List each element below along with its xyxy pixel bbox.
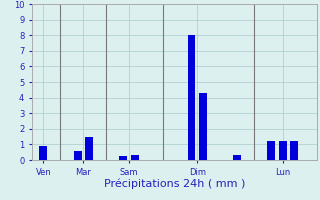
Bar: [199, 93, 207, 160]
Bar: [279, 141, 287, 160]
Bar: [233, 155, 241, 160]
Bar: [119, 156, 127, 160]
Bar: [74, 151, 82, 160]
Bar: [39, 146, 47, 160]
Bar: [188, 35, 196, 160]
Bar: [267, 141, 275, 160]
Bar: [131, 155, 139, 160]
Bar: [290, 141, 298, 160]
Bar: [85, 137, 93, 160]
X-axis label: Précipitations 24h ( mm ): Précipitations 24h ( mm ): [104, 178, 245, 189]
